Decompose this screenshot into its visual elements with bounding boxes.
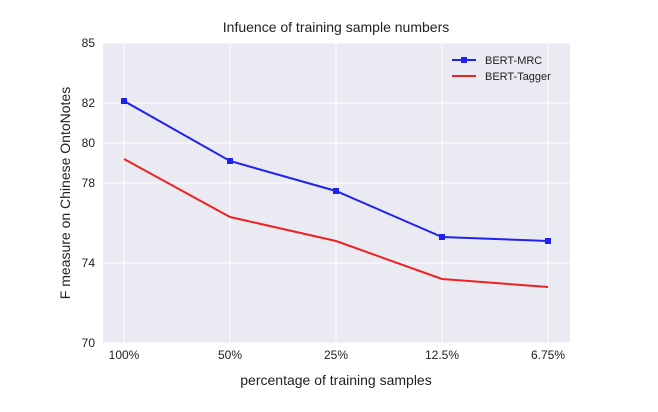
y-tick-label: 78 [82, 176, 96, 190]
data-point-bert-mrc [227, 158, 233, 164]
y-tick-labels: 70 74 78 80 82 85 [82, 36, 96, 350]
legend: BERT-MRC BERT-Tagger [452, 55, 551, 83]
legend-label-bert-tagger: BERT-Tagger [485, 71, 551, 83]
data-point-bert-mrc [333, 188, 339, 194]
series-layer [121, 98, 551, 288]
x-tick-label: 100% [109, 348, 140, 362]
y-tick-label: 80 [82, 136, 96, 150]
x-tick-label: 6.75% [531, 348, 565, 362]
data-point-bert-mrc [545, 238, 551, 244]
y-axis-label: F measure on Chinese OntoNotes [57, 87, 73, 299]
x-tick-label: 50% [218, 348, 242, 362]
y-tick-label: 85 [82, 36, 96, 50]
legend-marker-bert-mrc [461, 57, 467, 63]
chart-title: Infuence of training sample numbers [223, 19, 449, 35]
x-tick-label: 25% [324, 348, 348, 362]
x-tick-label: 12.5% [425, 348, 459, 362]
x-tick-labels: 100% 50% 25% 12.5% 6.75% [109, 348, 566, 362]
y-tick-label: 74 [82, 256, 96, 270]
series-line-bert-tagger [123, 158, 549, 288]
data-point-bert-mrc [439, 234, 445, 240]
data-point-bert-mrc [121, 98, 127, 104]
y-tick-label: 70 [82, 336, 96, 350]
y-tick-label: 82 [82, 96, 96, 110]
x-axis-label: percentage of training samples [240, 372, 431, 388]
legend-label-bert-mrc: BERT-MRC [485, 55, 542, 67]
